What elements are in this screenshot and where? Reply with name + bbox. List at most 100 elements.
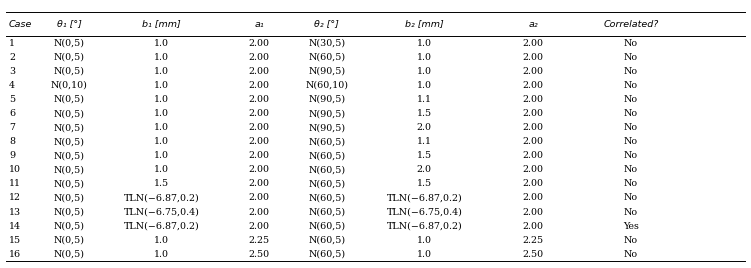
Text: No: No	[624, 250, 638, 259]
Text: 1.0: 1.0	[154, 39, 169, 48]
Text: 2.0: 2.0	[417, 165, 432, 174]
Text: 7: 7	[9, 123, 15, 132]
Text: 1.0: 1.0	[154, 53, 169, 62]
Text: 2.00: 2.00	[249, 67, 270, 76]
Text: 1.0: 1.0	[417, 81, 432, 90]
Text: 2.50: 2.50	[249, 250, 270, 259]
Text: 2.00: 2.00	[523, 67, 544, 76]
Text: 2.50: 2.50	[523, 250, 544, 259]
Text: 2.00: 2.00	[523, 53, 544, 62]
Text: 1.1: 1.1	[417, 95, 432, 104]
Text: No: No	[624, 236, 638, 245]
Text: 14: 14	[9, 222, 21, 231]
Text: 2.00: 2.00	[249, 95, 270, 104]
Text: 11: 11	[9, 179, 21, 188]
Text: 2.00: 2.00	[249, 39, 270, 48]
Text: N(0,5): N(0,5)	[53, 236, 85, 245]
Text: θ₂ [°]: θ₂ [°]	[314, 20, 339, 29]
Text: N(60,10): N(60,10)	[305, 81, 348, 90]
Text: 1: 1	[9, 39, 15, 48]
Text: 1.0: 1.0	[154, 95, 169, 104]
Text: 2.00: 2.00	[523, 165, 544, 174]
Text: 2.00: 2.00	[523, 39, 544, 48]
Text: TLN(−6.87,0.2): TLN(−6.87,0.2)	[124, 193, 199, 203]
Text: 4: 4	[9, 81, 15, 90]
Text: 1.5: 1.5	[417, 179, 432, 188]
Text: b₁ [mm]: b₁ [mm]	[142, 20, 181, 29]
Text: 16: 16	[9, 250, 21, 259]
Text: 2.25: 2.25	[523, 236, 544, 245]
Text: 2.25: 2.25	[249, 236, 270, 245]
Text: No: No	[624, 193, 638, 203]
Text: 6: 6	[9, 109, 15, 118]
Text: 2: 2	[9, 53, 15, 62]
Text: No: No	[624, 207, 638, 217]
Text: N(0,5): N(0,5)	[53, 123, 85, 132]
Text: N(60,5): N(60,5)	[308, 165, 345, 174]
Text: No: No	[624, 151, 638, 160]
Text: N(60,5): N(60,5)	[308, 53, 345, 62]
Text: 2.00: 2.00	[249, 81, 270, 90]
Text: N(0,5): N(0,5)	[53, 39, 85, 48]
Text: 1.0: 1.0	[417, 236, 432, 245]
Text: N(90,5): N(90,5)	[308, 67, 345, 76]
Text: 2.00: 2.00	[249, 53, 270, 62]
Text: 2.00: 2.00	[523, 95, 544, 104]
Text: 1.0: 1.0	[417, 39, 432, 48]
Text: 9: 9	[9, 151, 15, 160]
Text: N(0,5): N(0,5)	[53, 193, 85, 203]
Text: 1.0: 1.0	[154, 151, 169, 160]
Text: 2.00: 2.00	[523, 123, 544, 132]
Text: 2.00: 2.00	[249, 123, 270, 132]
Text: N(60,5): N(60,5)	[308, 193, 345, 203]
Text: N(60,5): N(60,5)	[308, 207, 345, 217]
Text: 1.1: 1.1	[417, 137, 432, 146]
Text: N(0,5): N(0,5)	[53, 137, 85, 146]
Text: 2.00: 2.00	[249, 165, 270, 174]
Text: N(60,5): N(60,5)	[308, 250, 345, 259]
Text: 2.00: 2.00	[249, 222, 270, 231]
Text: 2.00: 2.00	[249, 193, 270, 203]
Text: 1.0: 1.0	[154, 137, 169, 146]
Text: 2.00: 2.00	[523, 137, 544, 146]
Text: 3: 3	[9, 67, 15, 76]
Text: No: No	[624, 53, 638, 62]
Text: N(60,5): N(60,5)	[308, 222, 345, 231]
Text: 2.00: 2.00	[523, 193, 544, 203]
Text: No: No	[624, 109, 638, 118]
Text: 2.00: 2.00	[523, 109, 544, 118]
Text: 2.00: 2.00	[523, 207, 544, 217]
Text: N(60,5): N(60,5)	[308, 151, 345, 160]
Text: a₂: a₂	[529, 20, 538, 29]
Text: b₂ [mm]: b₂ [mm]	[405, 20, 444, 29]
Text: N(90,5): N(90,5)	[308, 109, 345, 118]
Text: TLN(−6.87,0.2): TLN(−6.87,0.2)	[387, 193, 462, 203]
Text: N(0,5): N(0,5)	[53, 151, 85, 160]
Text: Case: Case	[9, 20, 32, 29]
Text: N(0,5): N(0,5)	[53, 207, 85, 217]
Text: No: No	[624, 123, 638, 132]
Text: No: No	[624, 67, 638, 76]
Text: N(60,5): N(60,5)	[308, 137, 345, 146]
Text: N(0,5): N(0,5)	[53, 165, 85, 174]
Text: No: No	[624, 95, 638, 104]
Text: 2.00: 2.00	[523, 81, 544, 90]
Text: θ₁ [°]: θ₁ [°]	[56, 20, 82, 29]
Text: 1.0: 1.0	[154, 165, 169, 174]
Text: 2.00: 2.00	[523, 179, 544, 188]
Text: N(0,10): N(0,10)	[50, 81, 88, 90]
Text: N(0,5): N(0,5)	[53, 109, 85, 118]
Text: 10: 10	[9, 165, 21, 174]
Text: No: No	[624, 165, 638, 174]
Text: 1.0: 1.0	[417, 67, 432, 76]
Text: 2.00: 2.00	[249, 137, 270, 146]
Text: 1.0: 1.0	[417, 250, 432, 259]
Text: 1.0: 1.0	[154, 81, 169, 90]
Text: N(30,5): N(30,5)	[308, 39, 345, 48]
Text: 2.00: 2.00	[523, 151, 544, 160]
Text: 8: 8	[9, 137, 15, 146]
Text: N(0,5): N(0,5)	[53, 95, 85, 104]
Text: 1.0: 1.0	[417, 53, 432, 62]
Text: N(0,5): N(0,5)	[53, 250, 85, 259]
Text: N(60,5): N(60,5)	[308, 179, 345, 188]
